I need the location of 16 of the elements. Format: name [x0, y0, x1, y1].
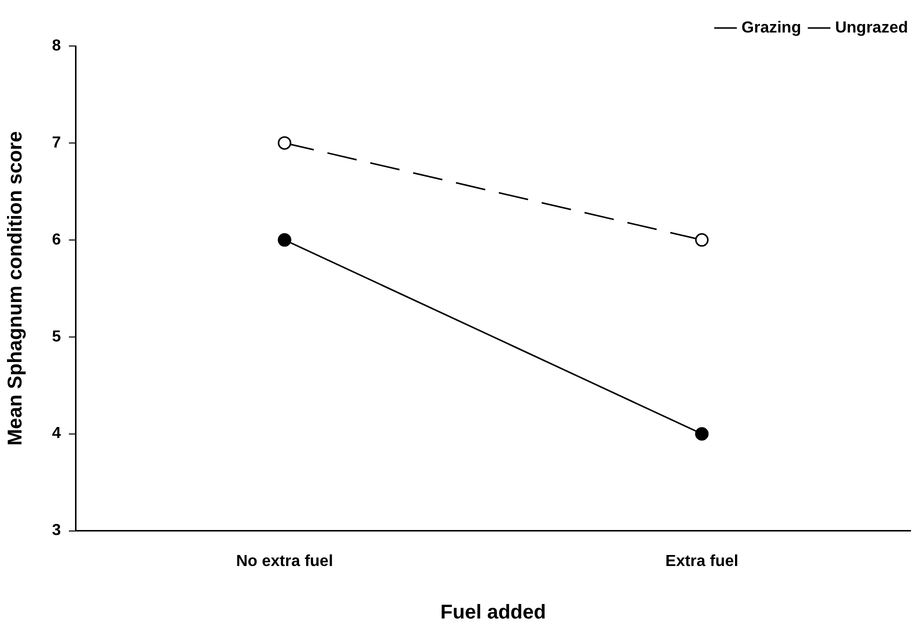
point	[695, 427, 709, 441]
y-axis-title: Mean Sphagnum condition score	[4, 131, 27, 446]
point	[278, 233, 292, 247]
y-tick-label: 6	[52, 231, 61, 248]
x-tick-label: Extra fuel	[665, 552, 738, 570]
point	[695, 233, 709, 247]
y-tick-label: 7	[52, 134, 61, 152]
point	[278, 136, 292, 150]
y-tick-label: 5	[52, 328, 61, 346]
y-tick-label: 3	[52, 522, 61, 540]
x-axis-title: Fuel added	[440, 602, 546, 624]
legend-label: Grazing	[742, 19, 802, 36]
y-tick-label: 4	[52, 425, 61, 442]
x-tick-label: No extra fuel	[236, 552, 334, 570]
legend-label: Ungrazed	[835, 19, 908, 36]
y-tick-label: 8	[52, 37, 61, 54]
